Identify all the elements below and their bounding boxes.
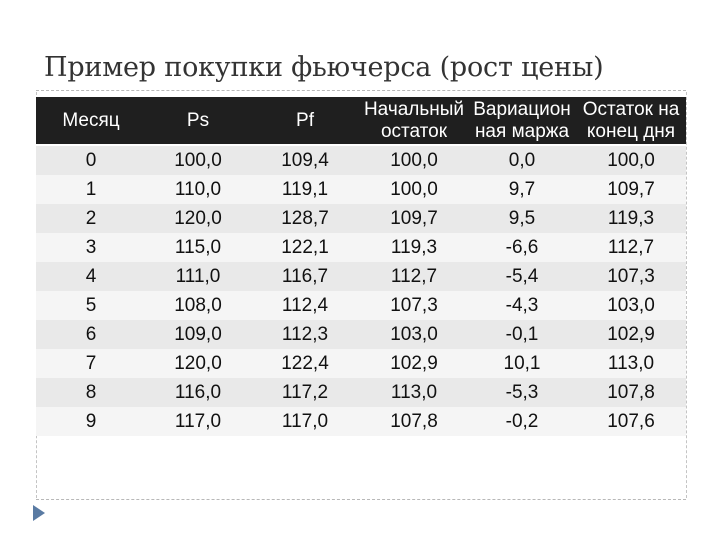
cell-end-balance: 112,7 [576, 233, 686, 262]
cell-ps: 109,0 [146, 320, 250, 349]
cell-initial-balance: 102,9 [360, 349, 468, 378]
table-row: 3 115,0 122,1 119,3 -6,6 112,7 [36, 233, 686, 262]
cell-pf: 112,4 [250, 291, 360, 320]
cell-variation-margin: 9,5 [468, 204, 576, 233]
cell-month: 4 [36, 262, 146, 291]
cell-initial-balance: 107,8 [360, 407, 468, 436]
cell-end-balance: 102,9 [576, 320, 686, 349]
cell-variation-margin: -0,1 [468, 320, 576, 349]
header-pf: Pf [250, 97, 360, 144]
cell-ps: 100,0 [146, 144, 250, 175]
bottom-divider [36, 499, 686, 500]
cell-end-balance: 107,8 [576, 378, 686, 407]
cell-initial-balance: 100,0 [360, 175, 468, 204]
cell-ps: 117,0 [146, 407, 250, 436]
table-row: 0 100,0 109,4 100,0 0,0 100,0 [36, 144, 686, 175]
cell-end-balance: 113,0 [576, 349, 686, 378]
cell-initial-balance: 103,0 [360, 320, 468, 349]
table-row: 4 111,0 116,7 112,7 -5,4 107,3 [36, 262, 686, 291]
cell-ps: 111,0 [146, 262, 250, 291]
cell-ps: 120,0 [146, 349, 250, 378]
cell-pf: 122,4 [250, 349, 360, 378]
title-divider [36, 90, 686, 91]
header-initial-balance: Начальный остаток [360, 97, 468, 144]
cell-initial-balance: 107,3 [360, 291, 468, 320]
cell-variation-margin: -4,3 [468, 291, 576, 320]
cell-end-balance: 119,3 [576, 204, 686, 233]
cell-variation-margin: -5,4 [468, 262, 576, 291]
cell-variation-margin: 0,0 [468, 144, 576, 175]
cell-pf: 122,1 [250, 233, 360, 262]
triangle-arrow-icon [32, 504, 46, 527]
header-end-balance: Остаток на конец дня [576, 97, 686, 144]
cell-month: 3 [36, 233, 146, 262]
cell-ps: 108,0 [146, 291, 250, 320]
slide-title: Пример покупки фьючерса (рост цены) [44, 52, 604, 83]
cell-month: 5 [36, 291, 146, 320]
cell-end-balance: 103,0 [576, 291, 686, 320]
cell-initial-balance: 113,0 [360, 378, 468, 407]
cell-variation-margin: 10,1 [468, 349, 576, 378]
cell-month: 2 [36, 204, 146, 233]
header-ps: Ps [146, 97, 250, 144]
cell-initial-balance: 100,0 [360, 144, 468, 175]
cell-pf: 117,0 [250, 407, 360, 436]
cell-pf: 116,7 [250, 262, 360, 291]
cell-end-balance: 100,0 [576, 144, 686, 175]
cell-month: 1 [36, 175, 146, 204]
cell-month: 6 [36, 320, 146, 349]
table-row: 2 120,0 128,7 109,7 9,5 119,3 [36, 204, 686, 233]
cell-variation-margin: -5,3 [468, 378, 576, 407]
cell-pf: 128,7 [250, 204, 360, 233]
cell-month: 9 [36, 407, 146, 436]
cell-ps: 110,0 [146, 175, 250, 204]
cell-pf: 117,2 [250, 378, 360, 407]
cell-initial-balance: 109,7 [360, 204, 468, 233]
table-header-row: Месяц Ps Pf Начальный остаток Вариацион … [36, 97, 686, 144]
table-row: 1 110,0 119,1 100,0 9,7 109,7 [36, 175, 686, 204]
cell-ps: 115,0 [146, 233, 250, 262]
cell-end-balance: 107,3 [576, 262, 686, 291]
cell-initial-balance: 112,7 [360, 262, 468, 291]
futures-table: Месяц Ps Pf Начальный остаток Вариацион … [36, 97, 686, 436]
cell-pf: 109,4 [250, 144, 360, 175]
cell-variation-margin: -6,6 [468, 233, 576, 262]
cell-ps: 116,0 [146, 378, 250, 407]
header-variation-margin: Вариацион ная маржа [468, 97, 576, 144]
cell-end-balance: 109,7 [576, 175, 686, 204]
table-row: 5 108,0 112,4 107,3 -4,3 103,0 [36, 291, 686, 320]
cell-variation-margin: 9,7 [468, 175, 576, 204]
cell-ps: 120,0 [146, 204, 250, 233]
table-row: 8 116,0 117,2 113,0 -5,3 107,8 [36, 378, 686, 407]
cell-end-balance: 107,6 [576, 407, 686, 436]
cell-initial-balance: 119,3 [360, 233, 468, 262]
right-guide-line [686, 92, 687, 498]
cell-variation-margin: -0,2 [468, 407, 576, 436]
cell-pf: 119,1 [250, 175, 360, 204]
table-row: 9 117,0 117,0 107,8 -0,2 107,6 [36, 407, 686, 436]
header-month: Месяц [36, 97, 146, 144]
cell-month: 7 [36, 349, 146, 378]
cell-month: 0 [36, 144, 146, 175]
cell-month: 8 [36, 378, 146, 407]
table-row: 7 120,0 122,4 102,9 10,1 113,0 [36, 349, 686, 378]
cell-pf: 112,3 [250, 320, 360, 349]
table-row: 6 109,0 112,3 103,0 -0,1 102,9 [36, 320, 686, 349]
